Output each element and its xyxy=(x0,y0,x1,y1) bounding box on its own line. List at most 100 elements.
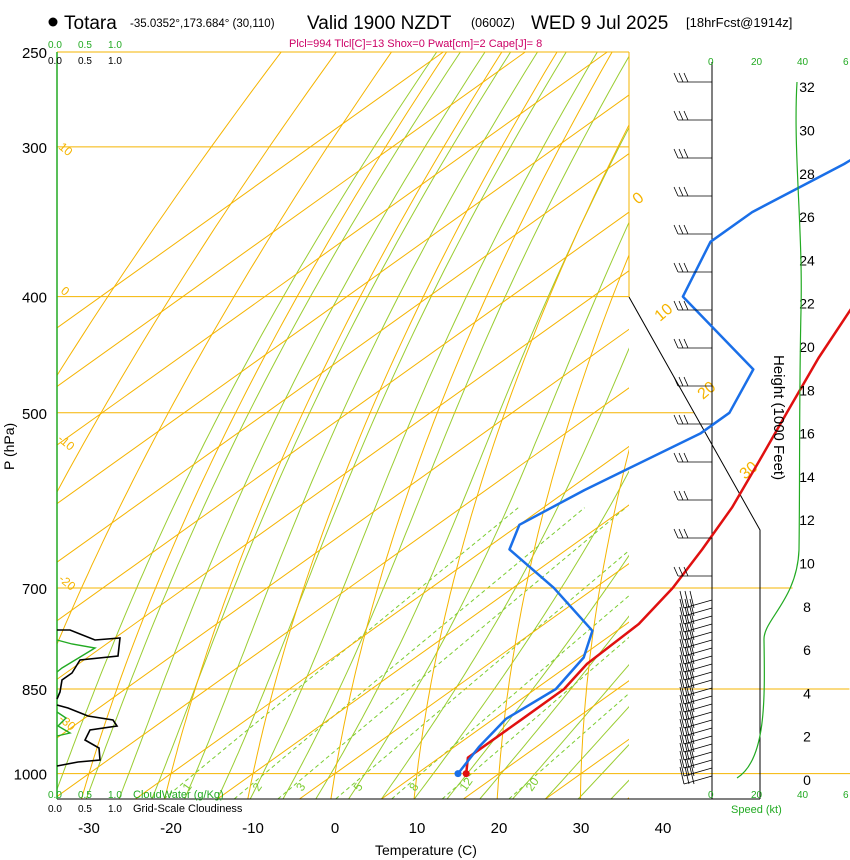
wind-barb-flag xyxy=(683,414,689,425)
wind-barb-flag xyxy=(679,742,685,761)
moist-adiabat xyxy=(348,221,629,799)
height-tick-label: 12 xyxy=(799,512,815,528)
surface-dewpoint-point xyxy=(454,770,462,778)
wind-barb-flag xyxy=(689,598,695,617)
wind-barb-flag xyxy=(679,710,685,729)
mixing-ratio-line xyxy=(441,636,629,799)
wind-barb-flag xyxy=(689,694,695,713)
speed-label: Speed (kt) xyxy=(731,804,782,816)
wind-barb-flag xyxy=(679,630,685,649)
pressure-tick-label: 300 xyxy=(22,140,47,157)
wind-barb-flag xyxy=(679,662,685,681)
wind-barb-flag xyxy=(678,376,684,387)
moist-adiabat xyxy=(249,52,598,799)
isotherm xyxy=(57,52,608,446)
wind-barb-flag xyxy=(684,606,690,625)
wind-barb-flag xyxy=(679,654,685,673)
dry-adiabat xyxy=(164,52,503,799)
wind-barb-flag xyxy=(679,622,685,641)
wind-barb-flag xyxy=(679,678,685,697)
wind-barb-flag xyxy=(679,718,685,737)
wind-barb-flag xyxy=(689,718,695,737)
cl-scale-bot-1: 0.5 xyxy=(78,804,92,815)
wind-barb-flag xyxy=(683,376,689,387)
wind-barb-flag xyxy=(678,148,684,159)
pressure-tick-label: 700 xyxy=(22,581,47,598)
moist-adiabat xyxy=(512,663,629,799)
cw-scale-bot-1: 0.5 xyxy=(78,790,92,801)
pressure-tick-label: 1000 xyxy=(14,767,47,784)
wind-barb-flag xyxy=(673,376,679,387)
moist-adiabat xyxy=(151,52,512,799)
height-tick-label: 26 xyxy=(799,209,815,225)
height-tick-label: 22 xyxy=(799,296,815,312)
wind-barb-flag xyxy=(673,148,679,159)
wind-barb-flag xyxy=(683,262,689,273)
wind-barb-flag xyxy=(684,638,690,657)
wind-barb-flag xyxy=(684,694,690,713)
wind-barb-flag xyxy=(678,224,684,235)
cw-scale-top-0: 0.0 xyxy=(48,40,62,51)
wind-barb-flag xyxy=(689,710,695,729)
wind-barb-flag xyxy=(673,110,679,121)
height-axis-label: Height (1000 Feet) xyxy=(770,355,787,480)
wind-barb-flag xyxy=(678,490,684,501)
wind-barb-flag xyxy=(683,490,689,501)
moist-adiabat xyxy=(118,52,486,799)
wind-barb-flag xyxy=(684,614,690,633)
speed-scale-top-0: 0 xyxy=(708,57,714,68)
height-tick-label: 24 xyxy=(799,252,815,268)
speed-scale-bot-3: 6 xyxy=(843,790,849,801)
height-tick-label: 30 xyxy=(799,123,815,139)
dry-adiabat xyxy=(330,52,613,799)
mixing-ratio-line xyxy=(508,692,629,799)
wind-barb-flag xyxy=(673,528,679,539)
wind-barb-flag xyxy=(678,110,684,121)
height-tick-label: 10 xyxy=(799,556,815,572)
moist-adiabat xyxy=(85,52,461,799)
wind-barb-flag xyxy=(679,686,685,705)
sounding-traces xyxy=(454,158,850,778)
wind-barb-flag xyxy=(684,718,690,737)
y-axis-label: P (hPa) xyxy=(1,423,17,470)
wind-barb-flag xyxy=(683,338,689,349)
mixing-ratio-line xyxy=(277,507,627,799)
cloudwater-lower xyxy=(56,711,72,737)
wind-barb-flag xyxy=(679,670,685,689)
wind-barb-flag xyxy=(684,646,690,665)
wind-barb-flag xyxy=(684,686,690,705)
wind-barb-flag xyxy=(678,414,684,425)
wind-barb-flag xyxy=(684,702,690,721)
x-tick-label: 30 xyxy=(573,820,590,837)
pressure-tick-label: 400 xyxy=(22,290,47,307)
dry-adiabats xyxy=(57,52,629,799)
isotherm xyxy=(57,270,629,680)
moist-adiabat xyxy=(315,126,629,799)
wind-barb-flag xyxy=(689,654,695,673)
height-tick-label: 20 xyxy=(799,339,815,355)
wind-barb-flag xyxy=(684,598,690,617)
wind-panel-outline xyxy=(628,296,761,799)
wind-barb-flag xyxy=(683,452,689,463)
forecast-date: WED 9 Jul 2025 xyxy=(531,13,668,34)
height-tick-label: 16 xyxy=(799,426,815,442)
x-tick-label: 20 xyxy=(491,820,508,837)
wind-barb-flag xyxy=(678,528,684,539)
wind-barb-flag xyxy=(684,710,690,729)
wind-barb-flag xyxy=(689,646,695,665)
sounding-indices: Plcl=994 Tlcl[C]=13 Shox=0 Pwat[cm]=2 Ca… xyxy=(289,38,542,50)
dry-adiabat xyxy=(57,52,282,377)
wind-barb-flag xyxy=(678,300,684,311)
isotherm xyxy=(217,504,629,799)
speed-scale-top-1: 20 xyxy=(751,57,763,68)
wind-barb-flag xyxy=(673,300,679,311)
wind-barb-flag xyxy=(679,646,685,665)
utc-time: (0600Z) xyxy=(471,16,515,30)
wind-barb-flag xyxy=(679,758,685,777)
pressure-tick-label: 250 xyxy=(22,45,47,62)
dry-adiabat xyxy=(247,52,558,799)
speed-scale-bot-1: 20 xyxy=(751,790,763,801)
wind-barb-flag xyxy=(684,726,690,745)
